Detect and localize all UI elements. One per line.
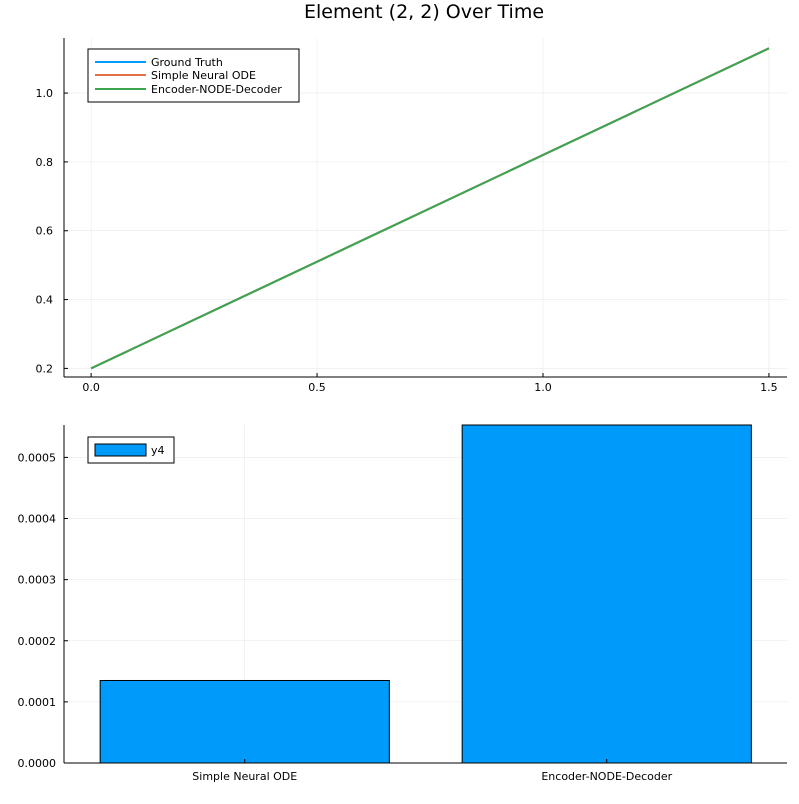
bar-y-tick-label: 0.0000 bbox=[18, 757, 57, 770]
legend-swatch-y4 bbox=[94, 443, 147, 457]
line-plot-y-ticks: 0.2 0.4 0.6 0.8 1.0 bbox=[36, 87, 68, 375]
bar-plot-legend: y4 bbox=[87, 436, 175, 464]
bar-y-tick-label: 0.0005 bbox=[18, 451, 57, 464]
line-x-tick-label: 1.5 bbox=[760, 381, 778, 394]
line-y-tick-label: 0.8 bbox=[36, 156, 54, 169]
line-y-tick-label: 0.4 bbox=[36, 294, 54, 307]
legend-label-simple-neural-ode: Simple Neural ODE bbox=[151, 69, 256, 82]
line-y-tick-label: 0.2 bbox=[36, 362, 54, 375]
line-plot-grid bbox=[64, 38, 787, 377]
bar-0 bbox=[99, 679, 390, 764]
bar-y-tick-label: 0.0002 bbox=[18, 635, 57, 648]
bar-plot-x-ticks: Simple Neural ODE Encoder-NODE-Decoder bbox=[192, 759, 673, 783]
bar-plot-bars bbox=[99, 424, 752, 764]
legend-label-y4: y4 bbox=[151, 444, 165, 457]
line-x-tick-label: 1.0 bbox=[534, 381, 552, 394]
line-x-tick-label: 0.5 bbox=[308, 381, 326, 394]
bar-y-tick-label: 0.0004 bbox=[18, 513, 57, 526]
line-y-tick-label: 0.6 bbox=[36, 225, 54, 238]
bar-y-tick-label: 0.0003 bbox=[18, 574, 57, 587]
legend-label-encoder-node-decoder: Encoder-NODE-Decoder bbox=[151, 83, 282, 96]
bar-plot: Simple Neural ODE Encoder-NODE-Decoder 0.… bbox=[18, 424, 787, 783]
line-plot-title: Element (2, 2) Over Time bbox=[304, 1, 544, 23]
line-plot-x-ticks: 0.0 0.5 1.0 1.5 bbox=[82, 373, 778, 394]
bar-plot-y-ticks: 0.0000 0.0001 0.0002 0.0003 0.0004 0.0005 bbox=[18, 451, 68, 770]
line-plot: Element (2, 2) Over Time 0.0 0.5 1.0 1.5 0.… bbox=[36, 1, 787, 394]
line-y-tick-label: 1.0 bbox=[36, 87, 54, 100]
line-plot-series bbox=[90, 47, 770, 370]
line-plot-legend: Ground Truth Simple Neural ODE Encoder-N… bbox=[87, 48, 300, 103]
bar-x-tick-label: Encoder-NODE-Decoder bbox=[541, 770, 672, 783]
series-line-2 bbox=[90, 47, 770, 370]
bar-1 bbox=[461, 424, 752, 764]
bar-x-tick-label: Simple Neural ODE bbox=[192, 770, 297, 783]
bar-y-tick-label: 0.0001 bbox=[18, 696, 57, 709]
legend-label-ground-truth: Ground Truth bbox=[151, 56, 223, 69]
line-x-tick-label: 0.0 bbox=[82, 381, 100, 394]
